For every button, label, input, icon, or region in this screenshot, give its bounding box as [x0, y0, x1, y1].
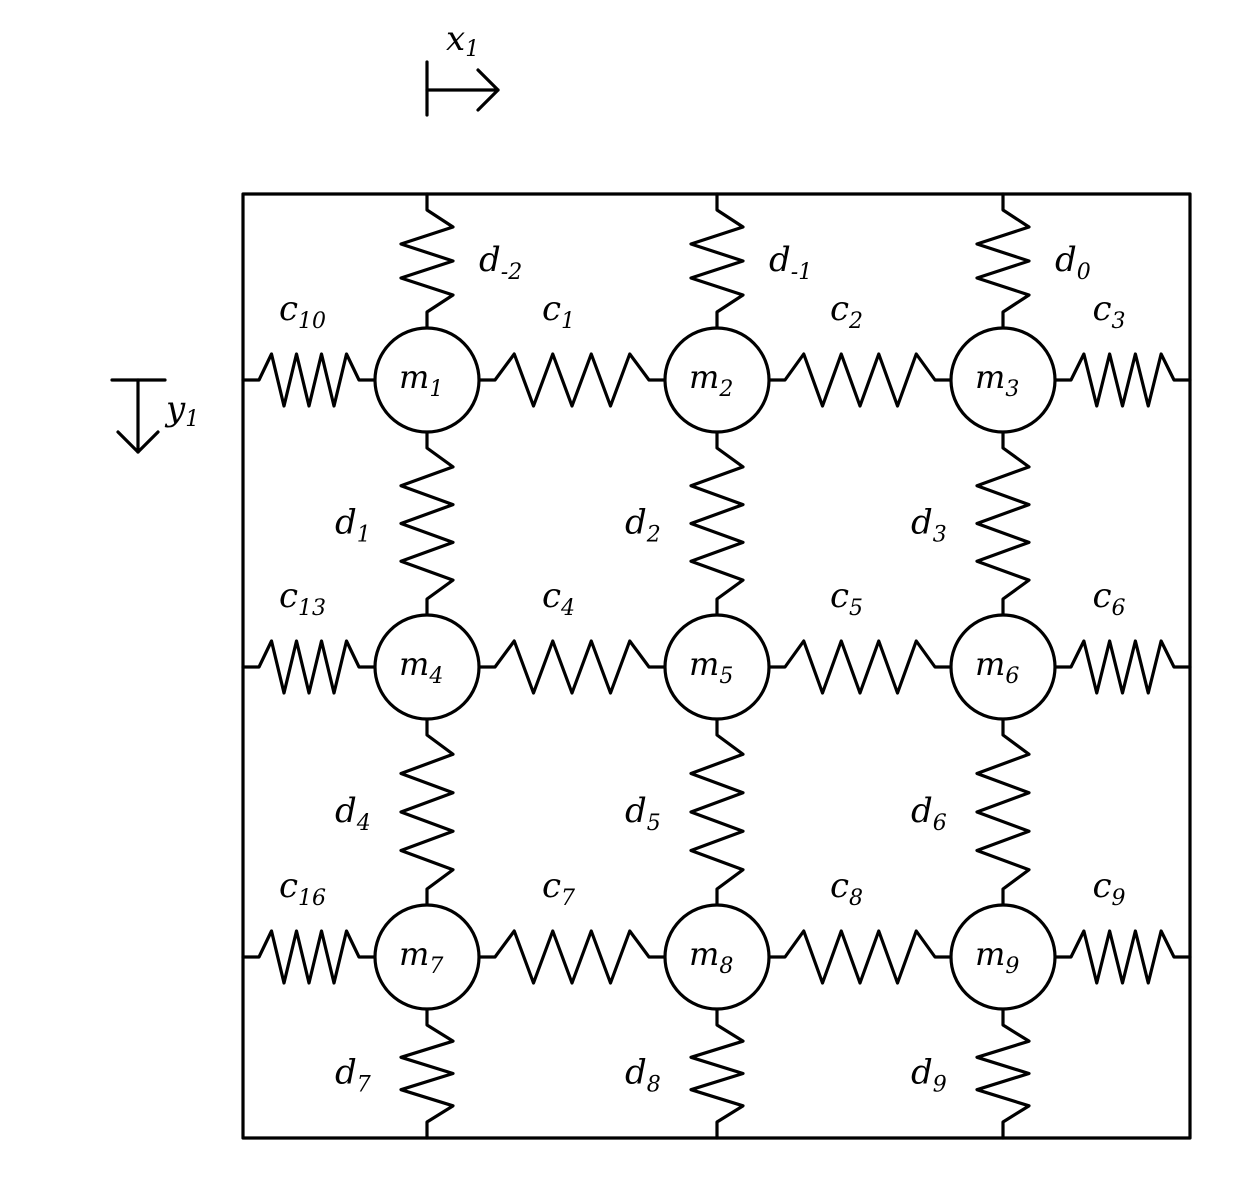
spring-c7: [477, 929, 667, 985]
label-d5: d5: [625, 791, 661, 836]
mass-m4: [373, 613, 481, 721]
label-c5: c5: [830, 576, 863, 621]
label-c13: c13: [279, 576, 326, 621]
mass-m5: [663, 613, 771, 721]
mass-m6: [949, 613, 1057, 721]
label-m2: m2: [689, 358, 733, 402]
label-c10: c10: [279, 289, 326, 334]
label-m6: m6: [975, 645, 1019, 689]
label-d1: d1: [335, 503, 371, 548]
label-m3: m3: [975, 358, 1019, 402]
spring-c13: [241, 639, 377, 695]
y-axis-label: y1: [164, 389, 199, 432]
label-d-1: d-1: [769, 240, 812, 285]
label-d2: d2: [625, 503, 661, 548]
label-c9: c9: [1093, 866, 1126, 911]
mass-m2: [663, 326, 771, 434]
label-d6: d6: [911, 791, 947, 836]
mass-m1: [373, 326, 481, 434]
spring-d4: [399, 717, 455, 907]
spring-d3: [975, 430, 1031, 617]
label-c1: c1: [542, 289, 575, 334]
spring-d5: [689, 717, 745, 907]
mass-m8: [663, 903, 771, 1011]
label-d8: d8: [625, 1053, 661, 1098]
label-d9: d9: [911, 1053, 947, 1098]
label-c6: c6: [1093, 576, 1126, 621]
spring-c5: [767, 639, 953, 695]
spring-d-1: [689, 192, 745, 330]
label-c7: c7: [542, 866, 575, 911]
spring-d8: [689, 1007, 745, 1140]
label-m9: m9: [975, 935, 1019, 979]
label-m1: m1: [399, 358, 443, 402]
spring-d-2: [399, 192, 455, 330]
label-m8: m8: [689, 935, 733, 979]
mass-m9: [949, 903, 1057, 1011]
y-axis-arrow: [110, 378, 167, 454]
spring-c8: [767, 929, 953, 985]
label-d-2: d-2: [479, 240, 522, 285]
spring-d1: [399, 430, 455, 617]
spring-c10: [241, 352, 377, 408]
spring-c16: [241, 929, 377, 985]
spring-d6: [975, 717, 1031, 907]
spring-c6: [1053, 639, 1192, 695]
mass-m3: [949, 326, 1057, 434]
label-c4: c4: [542, 576, 575, 621]
spring-d0: [975, 192, 1031, 330]
spring-c2: [767, 352, 953, 408]
label-c2: c2: [830, 289, 863, 334]
spring-c1: [477, 352, 667, 408]
label-c3: c3: [1093, 289, 1126, 334]
label-m7: m7: [399, 935, 443, 979]
label-m4: m4: [399, 645, 443, 689]
label-m5: m5: [689, 645, 733, 689]
spring-d2: [689, 430, 745, 617]
x-axis-arrow: [425, 60, 500, 117]
label-c8: c8: [830, 866, 863, 911]
label-d0: d0: [1055, 240, 1091, 285]
spring-c4: [477, 639, 667, 695]
spring-c3: [1053, 352, 1192, 408]
spring-d7: [399, 1007, 455, 1140]
label-d4: d4: [335, 791, 371, 836]
x-axis-label: x1: [446, 19, 479, 62]
label-c16: c16: [279, 866, 326, 911]
label-d7: d7: [335, 1053, 371, 1098]
label-d3: d3: [911, 503, 947, 548]
spring-d9: [975, 1007, 1031, 1140]
mass-m7: [373, 903, 481, 1011]
spring-c9: [1053, 929, 1192, 985]
